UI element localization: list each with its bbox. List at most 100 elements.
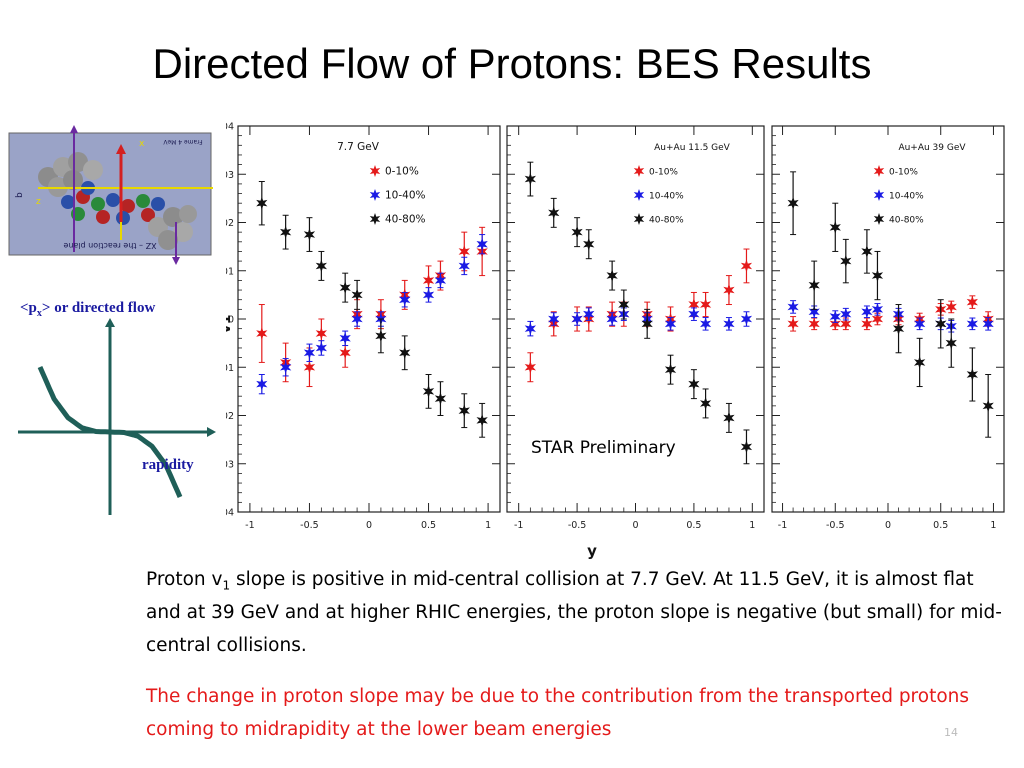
panel-title: Au+Au 11.5 GeV [654,143,731,153]
data-point [840,317,852,331]
data-point [840,254,852,268]
data-point [548,206,560,220]
legend-marker [369,189,381,201]
x-tick-label: 0 [632,520,638,531]
legend-label: 0-10% [889,168,918,178]
data-point [256,377,268,391]
data-point [740,440,753,454]
legend-label: 0-10% [385,166,419,178]
legend-marker [633,165,645,177]
data-point [476,413,488,427]
data-point [700,396,712,410]
diagram-z-label: z [36,197,41,207]
data-point [914,317,926,331]
data-point [422,384,435,398]
data-point [700,317,712,331]
data-point [840,307,852,321]
chart-panel-1: 0.04 0.03 0.02 0.01 0 -0.01 -0.02 -0.03 -0.04 -1 -… [226,122,501,531]
y-tick-label: -0.03 [226,459,234,470]
data-point [808,278,820,292]
data-point [871,312,884,326]
data-point [434,273,447,287]
data-point [303,360,316,374]
data-point [303,228,316,242]
data-point [422,288,435,302]
legend-label: 40-80% [385,214,426,226]
data-point [606,269,618,283]
data-point [829,317,841,331]
x-tick-label: 0 [366,520,372,531]
data-point [339,331,351,345]
data-point [966,317,978,331]
data-point [641,317,653,331]
data-point [548,312,560,326]
x-tick-label: -1 [778,520,787,531]
y-tick-label: 0 [228,315,234,326]
chart-panel-2: -1 -0.5 0 0.5 1 Au+Au 11.5 GeV 0-10% 10-40% 40-8… [506,125,765,531]
panel-title: Au+Au 39 GeV [898,143,966,153]
plot-frame [237,125,501,513]
x-tick-label: 0.5 [933,520,948,531]
series-40-80% [524,161,753,465]
y-tick-label: 0.04 [226,122,234,133]
plot-frame [506,125,765,513]
data-point [476,237,488,251]
x-tick-label: 0.5 [421,520,436,531]
data-point [945,300,957,314]
data-point [618,298,630,311]
data-point [351,312,363,326]
data-point [399,346,411,360]
data-point [688,298,700,311]
diagram-corner-label: Frame 4 MeV [162,138,202,145]
data-point [723,411,735,425]
legend-marker [873,213,885,225]
data-point [871,269,884,283]
legend-label: 10-40% [649,192,684,202]
body-text-part-a: Proton v [146,569,223,590]
data-point [966,295,978,309]
plot-frame [771,125,1005,513]
y-tick-label: -0.04 [226,508,234,519]
diagram-caption: XZ – the reaction plane [63,241,156,250]
data-point [315,259,327,273]
y-tick-label: 0.02 [226,218,234,229]
data-point [892,322,905,336]
data-point [688,307,700,321]
data-point [422,273,435,287]
data-point [606,312,618,326]
y-tick-label: -0.01 [226,363,234,374]
flow-sketch [18,318,216,515]
data-point [982,399,994,413]
data-point [303,346,316,360]
data-point [315,327,327,340]
legend-marker [633,213,645,225]
panel-title: 7.7 GeV [337,141,380,153]
legend-marker [873,189,885,201]
data-point [458,245,470,258]
x-tick-label: 0.5 [686,520,701,531]
y-tick-label: 0.03 [226,170,234,181]
directed-flow-label: <px> or directed flow [20,300,155,319]
data-point [399,293,411,307]
data-point [280,225,292,239]
collision-diagram: x z b XZ – the reaction plane Frame 4 Me… [8,125,213,265]
data-point [524,322,536,336]
data-point [808,317,820,331]
x-tick-label: 1 [749,520,755,531]
diagram-b-label: b [15,192,25,198]
star-preliminary-label: STAR Preliminary [531,438,676,458]
x-tick-label: 0 [885,520,891,531]
data-point [808,305,820,319]
data-point [861,245,873,258]
flow-label-part-b: > or directed flow [41,300,156,316]
data-point [935,317,947,331]
data-point [524,172,536,186]
legend-label: 10-40% [385,190,426,202]
y-tick-label: -0.02 [226,411,234,422]
data-point [914,355,926,369]
data-point [861,305,873,319]
legend-marker [369,213,381,225]
data-point [829,310,841,324]
data-point [571,225,583,239]
x-tick-label: -1 [514,520,523,531]
